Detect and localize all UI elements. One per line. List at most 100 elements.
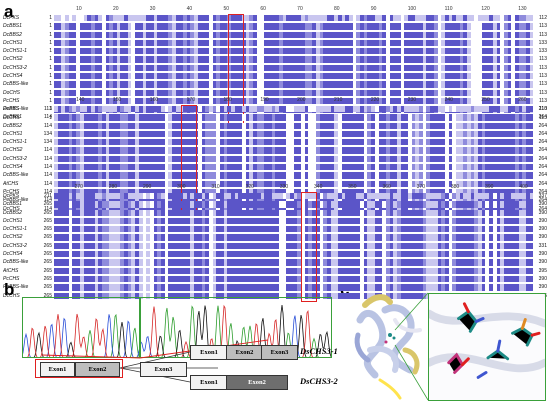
alignment-row: DcPKS 113 210 — [3, 105, 547, 113]
ruler-tick: 350 — [348, 184, 357, 190]
alignment-row: DcBBS-like 265 390 — [3, 258, 547, 266]
sequence-start: 1 — [49, 97, 52, 104]
sequence-start: 114 — [44, 164, 52, 171]
sequence-name: DcBBS1 — [3, 114, 22, 121]
sequence-start: 1 — [49, 56, 52, 63]
sequence-start: 114 — [44, 155, 52, 162]
sequence-name: DcCHS4 — [3, 251, 23, 258]
residue-track — [54, 226, 534, 233]
sequence-start: 134 — [43, 130, 52, 137]
ruler-tick: 30 — [149, 6, 156, 12]
sequence-name: DcPKS — [3, 106, 20, 112]
sequence-name: DcPKS — [3, 15, 20, 21]
sequence-name: DcBBS2 — [3, 209, 22, 216]
ruler-tick: 180 — [223, 97, 232, 103]
chromatogram-frame-left — [22, 297, 140, 358]
residue-track — [54, 48, 534, 55]
sequence-name: DcBBS-like — [3, 259, 29, 266]
sequence-end: 133 — [538, 39, 547, 46]
sequence-end: 113 — [539, 97, 547, 104]
ruler-tick: 190 — [260, 97, 269, 103]
residue-track — [54, 147, 534, 154]
alignment-block-1: 10 20 30 40 50 60 70 80 90 100 110 120 130 DcPKS 1 112 D… — [3, 6, 547, 124]
ruler-tick: 400 — [519, 184, 528, 190]
ruler-tick: 230 — [407, 97, 417, 103]
sequence-name: PeBBS-like — [3, 197, 29, 204]
sequence-end: 390 — [538, 234, 547, 241]
sequence-start: 114 — [44, 172, 52, 179]
protein-structure-cartoon — [354, 294, 422, 400]
isoform1-label: DsCHS3-1 — [300, 346, 338, 356]
alignment-ruler: 10 20 30 40 50 60 70 80 90 100 110 120 130 — [3, 6, 547, 14]
alignment-row: DcCHS1 265 390 — [3, 217, 547, 225]
sequence-end: 390 — [538, 209, 547, 216]
ruler-tick: 50 — [223, 6, 230, 12]
residue-track — [54, 81, 534, 88]
alignment-row: DcBBS1 265 390 — [3, 200, 547, 208]
sequence-end: 113 — [539, 89, 547, 96]
ruler-tick: 310 — [211, 184, 220, 190]
ruler-tick: 160 — [149, 97, 159, 103]
genomic-exon1: Exon1 — [40, 362, 75, 377]
alignment-row: DcBBS2 265 390 — [3, 209, 547, 217]
sequence-end: 113 — [539, 56, 547, 63]
sequence-name: DcCHS — [3, 292, 20, 299]
sequence-start: 114 — [44, 180, 52, 187]
sequence-end: 133 — [538, 48, 547, 55]
residue-track — [54, 73, 534, 80]
residue-track — [54, 114, 534, 121]
ruler-tick: 70 — [297, 6, 303, 12]
residue-track — [54, 251, 534, 258]
sequence-start: 1 — [49, 48, 52, 55]
residue-track — [54, 15, 534, 22]
sequence-end: 264 — [538, 114, 547, 121]
alignment-row: PeBBS-like 114 264 — [3, 196, 547, 204]
alignment-row: DcCHS2 114 264 — [3, 146, 547, 154]
alignment-row: DcPKS 1 112 — [3, 14, 547, 22]
sequence-name: DcCHS1-1 — [3, 48, 27, 55]
sequence-start: 134 — [43, 139, 52, 146]
sequence-name: DcCHS3-2 — [3, 155, 27, 162]
sequence-start: 265 — [43, 209, 52, 216]
alignment-ruler: 140 150 160 170 180 190 200 210 220 230 240 250 260 — [3, 97, 547, 105]
residue-track — [54, 64, 534, 72]
residue-track — [54, 201, 534, 208]
alignment-row: PcCHS 114 264 — [3, 188, 547, 196]
sequence-end: 113 — [539, 23, 547, 30]
sequence-start: 1 — [49, 39, 52, 46]
sequence-start: 113 — [44, 106, 52, 112]
sequence-start: 265 — [43, 284, 52, 291]
ruler-tick: 340 — [314, 184, 323, 190]
sequence-name: DcCHS1 — [3, 39, 23, 46]
alignment-row: DcBBS-like 1 113 — [3, 80, 547, 88]
isoform2-exon1: Exon1 — [190, 375, 228, 390]
sequence-start: 1 — [49, 114, 52, 121]
sequence-name: PcCHS — [3, 275, 20, 282]
ruler-tick: 370 — [416, 184, 425, 190]
panel-label-b: b — [4, 280, 15, 299]
sequence-name: PcCHS — [3, 188, 20, 195]
sequence-name: DcCHS2 — [3, 56, 23, 63]
alignment-row: PeBBS-like 265 390 — [3, 283, 547, 291]
residue-track — [54, 197, 534, 204]
alignment-row: DcPKS 211 337 — [3, 192, 547, 200]
ruler-tick: 240 — [444, 97, 453, 103]
sequence-name: DcCHS2 — [3, 147, 23, 154]
sequence-start: 265 — [43, 242, 52, 249]
sequence-start: 1 — [49, 15, 52, 21]
residue-track — [54, 267, 534, 274]
sequence-start: 114 — [44, 122, 52, 129]
ruler-tick: 10 — [76, 6, 82, 12]
residue-track — [54, 242, 534, 250]
sequence-start: 265 — [43, 267, 52, 274]
isoform1-exon1: Exon1 — [190, 345, 228, 360]
sequence-end: 264 — [538, 139, 547, 146]
sequence-name: DcCHS — [3, 114, 20, 121]
sequence-name: DcBBS2 — [3, 122, 22, 129]
sequence-end: 113 — [539, 81, 547, 88]
sequence-end: 264 — [538, 155, 547, 162]
alignment-row: DcCHS2 1 113 — [3, 55, 547, 63]
sequence-name: DcBBS-like — [3, 172, 29, 179]
alignment-row: PcCHS 1 113 — [3, 97, 547, 105]
sequence-start: 1 — [49, 81, 52, 88]
